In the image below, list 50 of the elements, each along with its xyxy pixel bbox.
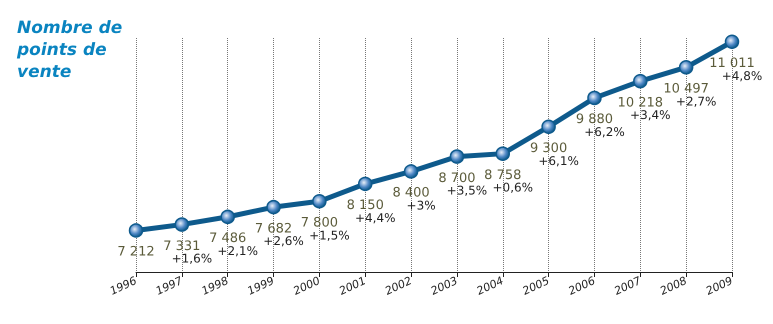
data-label: 10 497 bbox=[663, 82, 709, 97]
data-label: 7 486 bbox=[209, 231, 246, 246]
data-label: 7 212 bbox=[117, 244, 155, 260]
data-label: 7 800 bbox=[300, 216, 338, 231]
annotation: +6,2% bbox=[584, 124, 625, 139]
chart-title: Nombre de points de vente bbox=[16, 18, 128, 82]
point bbox=[541, 120, 556, 134]
data-label: 8 400 bbox=[392, 186, 430, 201]
point bbox=[724, 34, 740, 50]
x-tick-label: 1998 bbox=[200, 274, 230, 298]
point bbox=[128, 223, 144, 238]
data-label: 11 011 bbox=[709, 56, 755, 72]
annotation: +1,6% bbox=[172, 252, 212, 266]
point bbox=[678, 60, 694, 75]
x-tick-label: 2001 bbox=[337, 274, 368, 298]
x-tick-label: 2002 bbox=[382, 274, 414, 298]
annotation: +2,1% bbox=[217, 244, 258, 258]
data-label: 9 880 bbox=[576, 112, 614, 128]
data-label: 8 150 bbox=[346, 198, 384, 214]
data-label: 7 331 bbox=[163, 238, 200, 254]
annotation: +2,6% bbox=[263, 234, 304, 248]
point bbox=[496, 146, 510, 161]
annotation: +0,6% bbox=[492, 180, 534, 195]
point bbox=[633, 74, 648, 88]
point bbox=[404, 164, 418, 179]
data-label: 7 682 bbox=[254, 221, 292, 236]
annotation: +2,7% bbox=[676, 94, 716, 108]
point bbox=[450, 149, 464, 164]
data-label: 10 218 bbox=[618, 95, 664, 110]
point bbox=[358, 176, 372, 192]
annotation: +3% bbox=[406, 198, 436, 212]
x-tick-label: 2009 bbox=[704, 274, 735, 298]
annotation: +6,1% bbox=[538, 154, 579, 168]
data-label: 8 758 bbox=[484, 168, 522, 183]
x-tick-label: 2000 bbox=[291, 274, 322, 298]
point bbox=[220, 210, 235, 224]
data-label: 9 300 bbox=[530, 141, 568, 156]
x-tick-label: 2008 bbox=[658, 274, 689, 298]
annotation: +1,5% bbox=[309, 228, 350, 242]
point bbox=[174, 217, 190, 232]
annotation: +4,4% bbox=[354, 210, 396, 225]
x-tick-label: 2003 bbox=[428, 274, 460, 298]
annotation: +4,8% bbox=[722, 68, 762, 83]
annotation: +3,5% bbox=[446, 184, 488, 198]
point bbox=[266, 200, 281, 214]
point bbox=[587, 90, 602, 106]
point bbox=[312, 194, 327, 209]
annotation: +3,4% bbox=[630, 108, 671, 122]
data-label: 8 700 bbox=[438, 170, 476, 186]
x-tick-label: 1999 bbox=[245, 274, 276, 298]
